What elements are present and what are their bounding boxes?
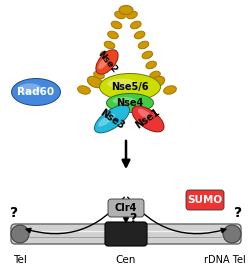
Ellipse shape <box>150 71 160 79</box>
Ellipse shape <box>149 76 165 88</box>
Ellipse shape <box>96 50 118 74</box>
Ellipse shape <box>98 58 108 69</box>
FancyBboxPatch shape <box>108 199 144 217</box>
Ellipse shape <box>146 61 156 69</box>
Ellipse shape <box>132 106 165 133</box>
Text: ?: ? <box>234 206 242 220</box>
Ellipse shape <box>113 97 136 104</box>
Ellipse shape <box>95 49 119 75</box>
Ellipse shape <box>95 105 129 133</box>
Ellipse shape <box>142 51 153 59</box>
Ellipse shape <box>78 86 90 94</box>
Ellipse shape <box>164 86 176 94</box>
Ellipse shape <box>98 114 115 127</box>
FancyBboxPatch shape <box>105 222 147 246</box>
Ellipse shape <box>18 83 42 94</box>
Text: Nse5/6: Nse5/6 <box>111 82 149 92</box>
Ellipse shape <box>106 93 154 113</box>
Ellipse shape <box>101 51 111 59</box>
Ellipse shape <box>119 6 133 15</box>
Ellipse shape <box>108 31 118 39</box>
Ellipse shape <box>104 41 115 49</box>
Ellipse shape <box>87 76 103 88</box>
Ellipse shape <box>223 225 241 243</box>
Ellipse shape <box>94 105 130 133</box>
Ellipse shape <box>99 73 161 101</box>
Ellipse shape <box>100 74 160 100</box>
FancyArrowPatch shape <box>26 197 124 234</box>
Text: ?: ? <box>10 206 18 220</box>
Text: Nse4: Nse4 <box>116 98 144 108</box>
FancyBboxPatch shape <box>186 190 224 210</box>
Text: ?: ? <box>129 213 137 225</box>
Ellipse shape <box>111 21 122 29</box>
Ellipse shape <box>115 11 125 19</box>
Text: SUMO: SUMO <box>187 195 223 205</box>
Ellipse shape <box>11 78 61 106</box>
Text: Nse1: Nse1 <box>134 107 162 131</box>
Text: Nse3: Nse3 <box>98 107 126 131</box>
Ellipse shape <box>127 11 137 19</box>
Text: Clr4: Clr4 <box>115 203 137 213</box>
FancyArrowPatch shape <box>128 197 226 234</box>
Ellipse shape <box>131 21 141 29</box>
Text: rDNA Tel: rDNA Tel <box>204 255 246 265</box>
Ellipse shape <box>134 31 145 39</box>
Ellipse shape <box>11 225 29 243</box>
Ellipse shape <box>97 61 108 69</box>
FancyBboxPatch shape <box>11 224 241 244</box>
Ellipse shape <box>94 71 104 79</box>
Text: Tel: Tel <box>13 255 27 265</box>
Ellipse shape <box>138 109 153 120</box>
Ellipse shape <box>12 79 60 105</box>
Text: Cen: Cen <box>116 255 136 265</box>
Ellipse shape <box>138 41 149 49</box>
Text: Nse2: Nse2 <box>96 49 119 74</box>
Ellipse shape <box>133 107 164 131</box>
Ellipse shape <box>107 94 153 112</box>
Text: Rad60: Rad60 <box>17 87 55 97</box>
Ellipse shape <box>107 78 137 89</box>
